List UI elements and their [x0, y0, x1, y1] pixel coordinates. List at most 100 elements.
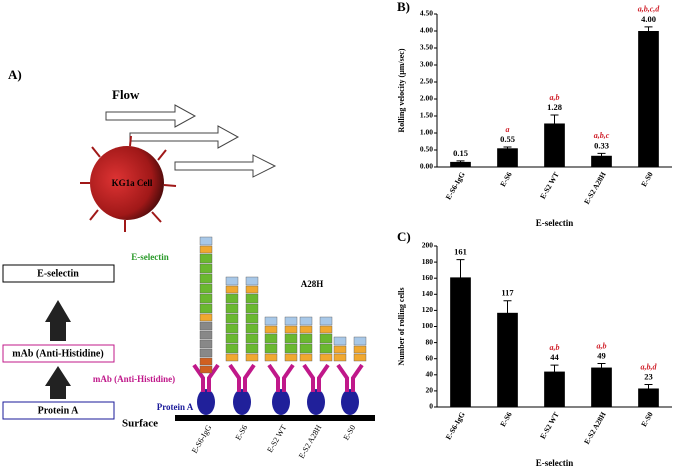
- y-tick-label: 1.50: [420, 111, 433, 120]
- scr: [199, 263, 213, 274]
- bar: [450, 161, 471, 167]
- linker: [199, 321, 213, 331]
- x-tick-label: E-S0: [639, 410, 655, 428]
- legend-text: E-selectin: [37, 268, 79, 279]
- egf: [225, 353, 239, 362]
- bar: [497, 148, 518, 167]
- linker: [199, 348, 213, 358]
- error-bar: [644, 383, 653, 394]
- scr: [225, 303, 239, 314]
- antibody: [336, 363, 364, 392]
- x-tick-label: E-S2 A28H: [582, 170, 608, 206]
- lectin: [353, 336, 367, 346]
- mab-label: mAb (Anti-Histidine): [93, 374, 175, 384]
- protein-a: [307, 389, 325, 415]
- x-tick-label: E-S2 WT: [538, 410, 561, 440]
- scr: [225, 293, 239, 304]
- error-bar: [644, 26, 653, 36]
- egf: [245, 285, 259, 294]
- lectin: [199, 236, 213, 246]
- y-tick-label: 0.50: [420, 145, 433, 154]
- y-tick-label: 4.00: [420, 26, 433, 35]
- egf: [333, 353, 347, 362]
- lectin: [264, 316, 278, 326]
- error-bar: [597, 363, 606, 373]
- egf: [333, 345, 347, 354]
- antibody: [228, 363, 256, 392]
- fc: [199, 357, 213, 366]
- lectin: [284, 316, 298, 326]
- x-tick-label: E-S6: [498, 410, 514, 428]
- value-label: 117: [501, 288, 514, 298]
- x-axis-label: E-selectin: [536, 458, 574, 468]
- y-tick-label: 2.00: [420, 94, 433, 103]
- significance: a,b,d: [641, 362, 658, 371]
- y-tick-label: 120: [422, 305, 434, 314]
- egf: [199, 245, 213, 254]
- egf: [225, 285, 239, 294]
- scr: [225, 313, 239, 324]
- egf: [245, 353, 259, 362]
- linker: [199, 330, 213, 340]
- x-tick-label: E-S6-IgG: [444, 410, 467, 441]
- y-tick-label: 0: [429, 402, 433, 411]
- fc: [199, 365, 213, 374]
- value-label: 4.00: [641, 14, 656, 24]
- scr: [299, 333, 313, 344]
- error-bar: [550, 364, 559, 379]
- y-tick-label: 0.00: [420, 162, 433, 171]
- scr: [225, 333, 239, 344]
- y-tick-label: 100: [422, 321, 434, 330]
- panel-label: A): [8, 67, 22, 82]
- y-tick-label: 80: [426, 337, 434, 346]
- error-bar: [550, 114, 559, 133]
- panel-label: B): [397, 0, 410, 14]
- egf: [299, 353, 313, 362]
- protein-a: [197, 389, 215, 415]
- lectin: [245, 276, 259, 286]
- flow-arrows: [105, 104, 277, 178]
- construct-label: E-S6-IgG: [190, 423, 213, 455]
- y-axis-label: Rolling velocity (μm/sec): [397, 48, 406, 132]
- legend-arrow: [45, 300, 71, 341]
- egf: [353, 353, 367, 362]
- y-tick-label: 180: [422, 257, 434, 266]
- error-bar: [503, 300, 512, 326]
- construct-label: E-S2 WT: [265, 423, 288, 454]
- y-tick-label: 160: [422, 273, 434, 282]
- construct-label: E-S2 A28H: [297, 423, 323, 460]
- egf: [319, 325, 333, 334]
- legend-text: mAb (Anti-Histidine): [12, 348, 103, 359]
- eselectin-label: E-selectin: [131, 252, 169, 262]
- bar: [638, 388, 659, 407]
- bar: [638, 31, 659, 167]
- proteina-label: Protein A: [157, 402, 194, 412]
- bar: [497, 312, 518, 407]
- y-axis-label: Number of rolling cells: [397, 287, 406, 365]
- legend-box: [2, 344, 115, 363]
- error-bar: [597, 152, 606, 159]
- lectin: [333, 336, 347, 346]
- egf: [299, 325, 313, 334]
- value-label: 0.15: [453, 148, 468, 158]
- antibody: [267, 363, 295, 392]
- surface: [175, 415, 375, 421]
- egf: [264, 325, 278, 334]
- panel-label: C): [397, 229, 411, 244]
- significance: a,b: [550, 343, 560, 352]
- x-axis-label: E-selectin: [536, 218, 574, 228]
- value-label: 49: [597, 350, 606, 360]
- x-tick-label: E-S2 A28H: [582, 410, 608, 446]
- x-tick-label: E-S0: [639, 170, 655, 188]
- value-label: 0.55: [500, 134, 515, 144]
- scr: [245, 303, 259, 314]
- scr: [245, 333, 259, 344]
- antibody: [302, 363, 330, 392]
- error-bar: [503, 146, 512, 151]
- egf: [199, 313, 213, 322]
- significance: a,b: [550, 93, 560, 102]
- y-tick-label: 200: [422, 241, 434, 250]
- scr: [199, 273, 213, 284]
- significance: a: [506, 125, 510, 134]
- scr: [319, 343, 333, 354]
